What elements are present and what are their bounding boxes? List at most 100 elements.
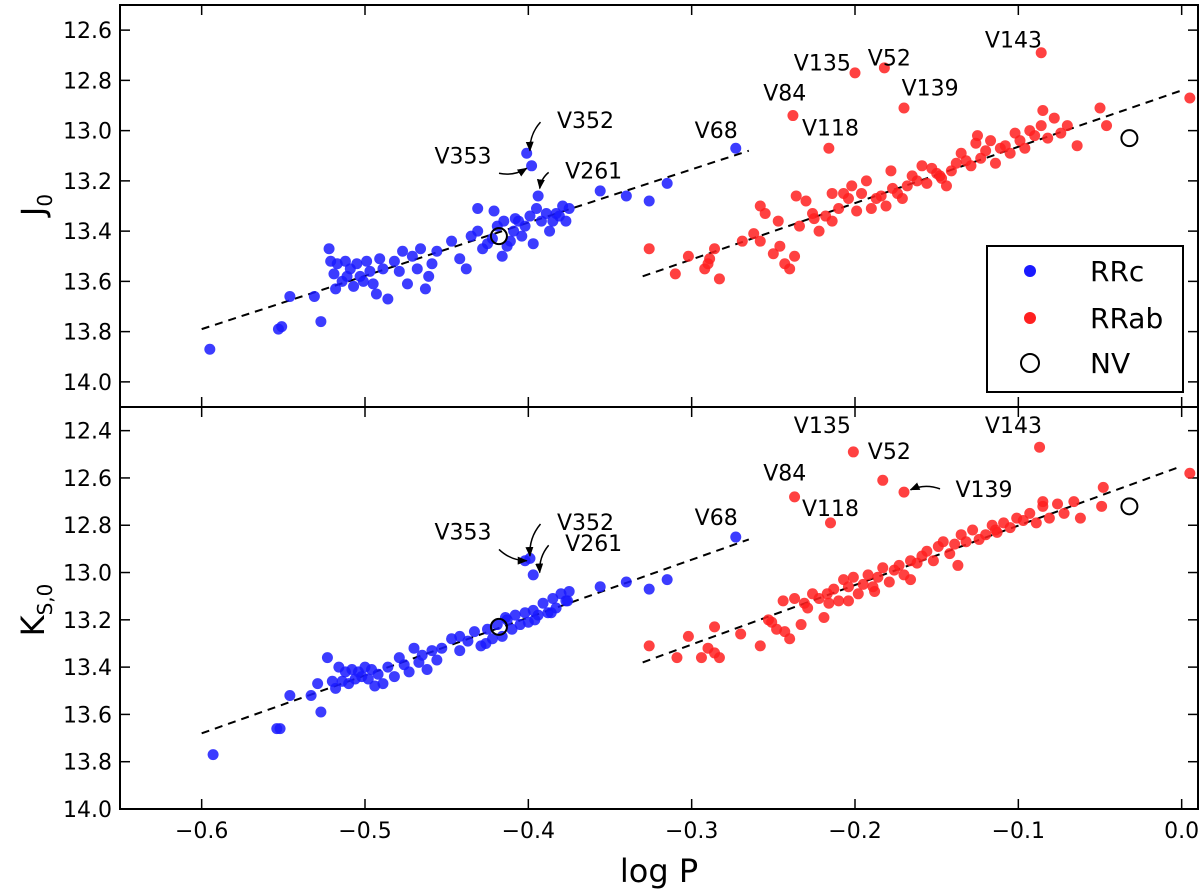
point-rrab <box>985 135 997 147</box>
point-rrc <box>423 270 435 282</box>
point-rrab <box>877 474 889 486</box>
point-rrab <box>1004 147 1016 159</box>
point-rrc <box>498 215 510 227</box>
point-nv <box>489 617 508 636</box>
point-rrab <box>826 187 838 199</box>
point-rrab <box>790 190 802 202</box>
annotation-v261: V261 <box>565 532 622 557</box>
point-rrab <box>847 571 859 583</box>
point-rrc <box>620 576 632 588</box>
y-tick-label-top: 13.6 <box>63 270 112 295</box>
point-rrab <box>1058 507 1070 519</box>
annotation-v68: V68 <box>695 119 738 144</box>
point-rrab <box>1034 441 1046 453</box>
point-rrab <box>865 203 877 215</box>
y-tick-label-bottom: 13.2 <box>63 609 112 634</box>
point-rrc <box>330 283 342 295</box>
point-rrc <box>508 225 520 237</box>
point-rrc <box>330 682 342 694</box>
y-axis-label-top: J0 <box>14 194 57 218</box>
point-rrc <box>454 253 466 265</box>
point-rrc <box>488 205 500 217</box>
point-rrab <box>643 243 655 255</box>
point-rrc <box>315 316 327 328</box>
point-rrc <box>661 177 673 189</box>
legend-box <box>986 245 1184 393</box>
point-rrab <box>669 268 681 280</box>
point-rrc <box>730 531 742 543</box>
point-rrc <box>367 278 379 290</box>
point-rrc <box>527 238 539 250</box>
point-rrc <box>403 666 415 678</box>
y-tick-label-top: 13.2 <box>63 170 112 195</box>
point-rrc <box>361 255 373 267</box>
point-rrab <box>960 536 972 548</box>
point-rrab <box>754 235 766 247</box>
point-rrab <box>916 160 928 172</box>
point-rrc <box>491 619 503 631</box>
annotation-v52: V52 <box>868 46 911 71</box>
point-rrc <box>406 250 418 262</box>
point-rrc <box>446 235 458 247</box>
point-rrab <box>927 555 939 567</box>
point-rrab <box>1037 105 1049 117</box>
point-rrc <box>426 258 438 270</box>
point-rrab <box>800 195 812 207</box>
point-rrab <box>1004 522 1016 534</box>
point-rrc <box>509 213 521 225</box>
point-rrab <box>883 576 895 588</box>
point-rrc <box>408 642 420 654</box>
point-rrab <box>808 213 820 225</box>
point-rrab <box>901 180 913 192</box>
y-tick-label-top: 12.8 <box>63 69 112 94</box>
y-tick-label-bottom: 12.6 <box>63 467 112 492</box>
point-rrc <box>661 574 673 586</box>
point-rrab <box>965 160 977 172</box>
annotation-v118: V118 <box>802 117 859 142</box>
point-rrab <box>921 545 933 557</box>
point-rrab <box>772 215 784 227</box>
y-tick-label-top: 13.0 <box>63 120 112 145</box>
point-rrc <box>411 263 423 275</box>
point-rrc <box>284 290 296 302</box>
point-rrab <box>1094 102 1106 114</box>
point-rrab <box>857 578 869 590</box>
point-rrab <box>682 630 694 642</box>
point-rrc <box>397 245 409 257</box>
point-rrab <box>934 170 946 182</box>
point-rrab <box>1061 120 1073 132</box>
point-rrc <box>388 255 400 267</box>
annotation-arrow-v352 <box>525 523 542 557</box>
point-rrab <box>1052 498 1064 510</box>
point-rrc <box>472 203 484 215</box>
panel-ks0: −0.6 −0.5 −0.4 −0.3 −0.2 −0.1 0.0 12.4 12.6 12.8 1… <box>63 406 1199 844</box>
point-rrab <box>1042 132 1054 144</box>
point-rrc <box>377 263 389 275</box>
point-rrab <box>823 142 835 154</box>
point-rrc <box>730 142 742 154</box>
point-rrab <box>1096 500 1108 512</box>
point-rrc <box>388 671 400 683</box>
point-rrc <box>362 673 374 685</box>
legend-label-rrc: RRc <box>1090 255 1144 288</box>
annotation-arrow-v352 <box>525 121 542 152</box>
point-rrab <box>898 102 910 114</box>
point-rrab <box>967 524 979 536</box>
y-tick-label-bottom: 13.8 <box>63 751 112 776</box>
point-rrab <box>821 588 833 600</box>
point-rrab <box>937 536 949 548</box>
x-tick-label: −0.1 <box>992 819 1045 844</box>
legend-marker-rrc <box>1024 265 1036 277</box>
annotation-arrow-v353 <box>498 548 528 565</box>
point-rrc <box>594 581 606 593</box>
point-nv <box>489 227 508 246</box>
point-rrab <box>713 273 725 285</box>
point-rrc <box>284 689 296 701</box>
legend-marker-nv <box>1020 353 1040 373</box>
point-rrab <box>878 62 890 74</box>
point-rrc <box>401 278 413 290</box>
point-rrab <box>798 597 810 609</box>
point-rrc <box>620 190 632 202</box>
point-rrc <box>372 668 384 680</box>
